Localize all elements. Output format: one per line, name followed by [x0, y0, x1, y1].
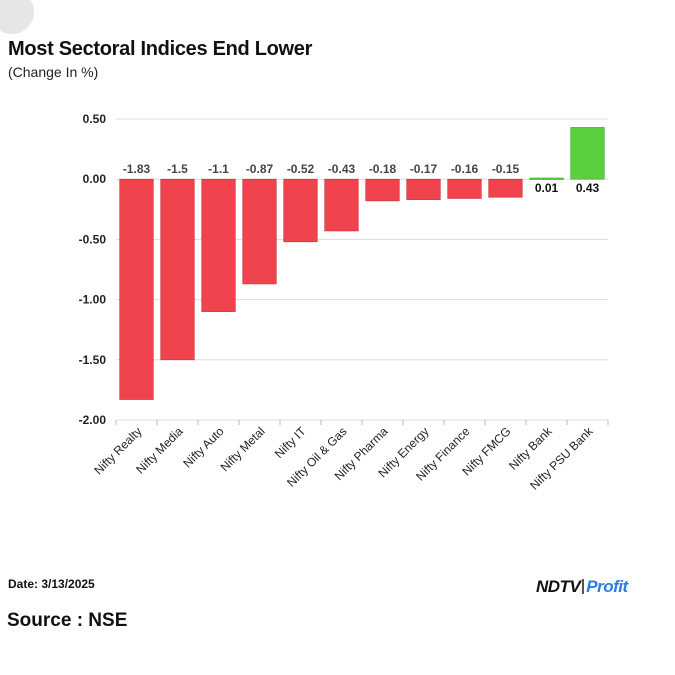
data-label: -0.16	[451, 162, 479, 176]
y-tick-label: -1.50	[79, 353, 107, 367]
bar	[406, 178, 441, 200]
y-tick-label: -0.50	[79, 232, 107, 246]
data-label: -0.17	[410, 162, 438, 176]
bar	[447, 178, 482, 199]
logo-separator	[582, 579, 585, 594]
date-label: Date: 3/13/2025	[8, 577, 95, 591]
bar	[365, 178, 400, 202]
x-category-label: Nifty IT	[272, 424, 309, 461]
data-label: -1.83	[123, 162, 151, 176]
bar	[160, 178, 195, 361]
y-tick-label: -2.00	[79, 413, 107, 427]
logo-profit-text: Profit	[586, 577, 628, 596]
bar	[283, 178, 318, 243]
y-tick-label: 0.50	[83, 112, 107, 126]
bar	[201, 178, 236, 312]
data-label: -0.52	[287, 162, 315, 176]
data-label: -0.87	[246, 162, 274, 176]
chart-title: Most Sectoral Indices End Lower	[8, 38, 313, 60]
bar	[488, 178, 523, 198]
x-category-label: Nifty Metal	[218, 424, 268, 474]
y-tick-label: -1.00	[79, 293, 107, 307]
chart-subtitle: (Change In %)	[8, 64, 99, 80]
bar	[119, 178, 154, 400]
data-label: -0.43	[328, 162, 356, 176]
data-label: -1.5	[167, 162, 188, 176]
data-label: -0.15	[492, 162, 520, 176]
bar	[324, 178, 359, 232]
ndtv-profit-logo: NDTV Profit	[536, 577, 628, 597]
logo-ndtv-text: NDTV	[536, 577, 581, 596]
bar	[570, 127, 605, 180]
bar	[529, 177, 564, 180]
source-label: Source : NSE	[7, 610, 128, 631]
data-label: -0.18	[369, 162, 397, 176]
bar	[242, 178, 277, 285]
data-label: 0.43	[576, 181, 600, 195]
data-label: 0.01	[535, 181, 559, 195]
y-tick-label: 0.00	[83, 172, 107, 186]
data-label: -1.1	[208, 162, 229, 176]
